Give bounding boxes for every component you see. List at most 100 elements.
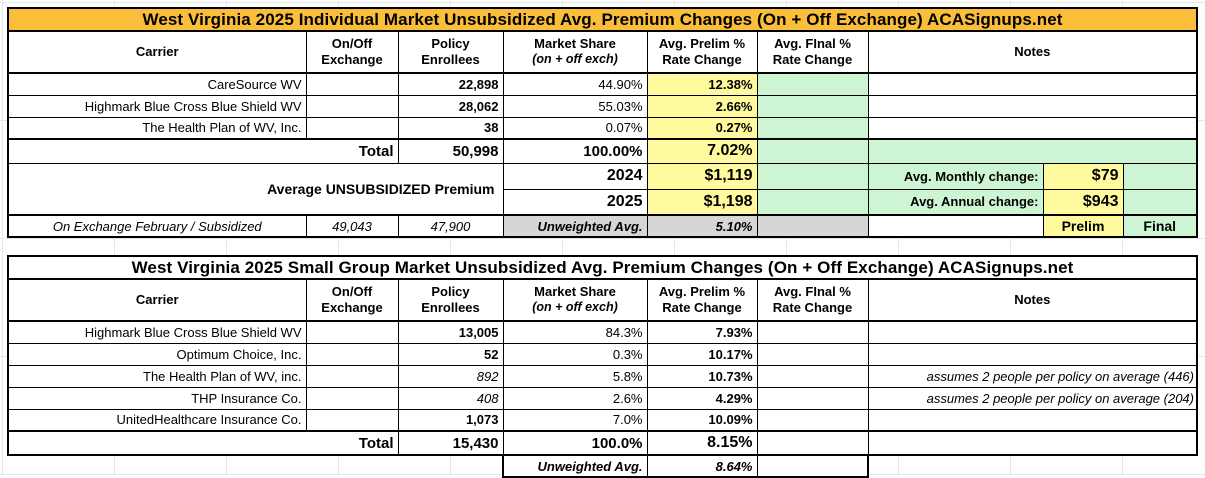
col-header-notes: Notes <box>867 30 1198 74</box>
share-cell: 44.90% <box>502 72 648 96</box>
table-row: Highmark Blue Cross Blue Shield WV 28,06… <box>7 94 1198 118</box>
col-header-enrollees: Policy Enrollees <box>397 278 504 322</box>
col-header-exchange: On/Off Exchange <box>305 30 399 74</box>
enrollees-cell: 1,073 <box>397 408 504 432</box>
subsidized-row: On Exchange February / Subsidized 49,043… <box>7 214 1198 238</box>
monthly-change-final <box>1122 162 1198 190</box>
total-notes <box>867 138 1198 164</box>
total-final <box>756 138 869 164</box>
table-row: The Health Plan of WV, inc. 892 5.8% 10.… <box>7 364 1198 388</box>
exchange-cell <box>305 72 399 96</box>
exchange-cell <box>305 364 399 388</box>
share-cell: 5.8% <box>502 364 648 388</box>
enrollees-cell: 28,062 <box>397 94 504 118</box>
share-cell: 55.03% <box>502 94 648 118</box>
prelim-cell: 10.17% <box>646 342 758 366</box>
total-enrollees: 50,998 <box>397 138 504 164</box>
unweighted-value: 8.64% <box>646 454 758 478</box>
notes-cell <box>867 320 1198 344</box>
table-title-row: West Virginia 2025 Small Group Market Un… <box>7 255 1198 280</box>
table-row: UnitedHealthcare Insurance Co. 1,073 7.0… <box>7 408 1198 432</box>
final-cell <box>756 94 869 118</box>
market-share-label: Market Share <box>534 284 616 300</box>
final-cell <box>756 188 869 216</box>
col-header-exchange: On/Off Exchange <box>305 278 399 322</box>
col-header-final: Avg. FInal % Rate Change <box>756 30 869 74</box>
premium-2025-value: $1,198 <box>646 188 758 216</box>
col-header-carrier: Carrier <box>7 30 307 74</box>
share-cell: 84.3% <box>502 320 648 344</box>
table-row: Optimum Choice, Inc. 52 0.3% 10.17% <box>7 342 1198 366</box>
individual-market-table: West Virginia 2025 Individual Market Uns… <box>7 7 1198 238</box>
total-enrollees: 15,430 <box>397 430 504 456</box>
carrier-cell: THP Insurance Co. <box>7 386 307 410</box>
share-cell: 0.3% <box>502 342 648 366</box>
premium-2024-row: Average UNSUBSIDIZED Premium 2024 $1,119… <box>7 162 1198 216</box>
enrollees-cell: 38 <box>397 116 504 140</box>
final-cell <box>756 320 869 344</box>
total-prelim: 8.15% <box>646 430 758 456</box>
total-notes <box>867 430 1198 456</box>
final-cell <box>756 364 869 388</box>
total-label: Total <box>7 430 399 456</box>
exchange-cell <box>305 94 399 118</box>
annual-change-value: $943 <box>1042 188 1124 216</box>
unweighted-spacer-right <box>868 455 1197 477</box>
subsidized-value-2: 47,900 <box>397 214 504 238</box>
col-header-notes: Notes <box>867 278 1198 322</box>
unweighted-final <box>756 454 869 478</box>
table-title: West Virginia 2025 Individual Market Uns… <box>7 7 1198 32</box>
column-header-row: Carrier On/Off Exchange Policy Enrollees… <box>7 30 1198 74</box>
carrier-cell: The Health Plan of WV, Inc. <box>7 116 307 140</box>
premium-2025-row: 2025 $1,198 Avg. Annual change: $943 <box>8 188 1198 216</box>
final-cell <box>756 116 869 140</box>
table-row: CareSource WV 22,898 44.90% 12.38% <box>7 72 1198 96</box>
exchange-cell <box>305 320 399 344</box>
unweighted-spacer-left <box>8 455 503 477</box>
exchange-cell <box>305 342 399 366</box>
annual-change-final <box>1122 188 1198 216</box>
total-row: Total 50,998 100.00% 7.02% <box>7 138 1198 164</box>
prelim-cell: 12.38% <box>646 72 758 96</box>
col-header-market-share: Market Share (on + off exch) <box>502 278 648 322</box>
monthly-change-value: $79 <box>1042 162 1124 190</box>
notes-spacer <box>867 214 1044 238</box>
exchange-cell <box>305 116 399 140</box>
col-header-prelim: Avg. Prelim % Rate Change <box>646 30 758 74</box>
carrier-cell: Optimum Choice, Inc. <box>7 342 307 366</box>
table-row: The Health Plan of WV, Inc. 38 0.07% 0.2… <box>7 116 1198 140</box>
share-cell: 7.0% <box>502 408 648 432</box>
monthly-change-label: Avg. Monthly change: <box>867 162 1044 190</box>
enrollees-cell: 892 <box>397 364 504 388</box>
table-row: THP Insurance Co. 408 2.6% 4.29% assumes… <box>7 386 1198 410</box>
small-group-market-table: West Virginia 2025 Small Group Market Un… <box>7 255 1198 478</box>
year-2025-cell: 2025 <box>502 188 648 216</box>
prelim-cell: 10.73% <box>646 364 758 388</box>
total-share: 100.00% <box>502 138 648 164</box>
prelim-cell: 2.66% <box>646 94 758 118</box>
col-header-market-share: Market Share (on + off exch) <box>502 30 648 74</box>
total-label: Total <box>7 138 399 164</box>
col-header-enrollees: Policy Enrollees <box>397 30 504 74</box>
table-title: West Virginia 2025 Small Group Market Un… <box>7 255 1198 280</box>
market-share-sublabel: (on + off exch) <box>532 300 618 315</box>
unweighted-label: Unweighted Avg. <box>502 214 648 238</box>
exchange-cell <box>305 408 399 432</box>
prelim-cell: 10.09% <box>646 408 758 432</box>
unweighted-row: Unweighted Avg. 8.64% <box>8 454 1197 478</box>
market-share-label: Market Share <box>534 36 616 52</box>
total-share: 100.0% <box>502 430 648 456</box>
market-share-sublabel: (on + off exch) <box>532 52 618 67</box>
subsidized-value-1: 49,043 <box>305 214 399 238</box>
share-cell: 0.07% <box>502 116 648 140</box>
table-row: Highmark Blue Cross Blue Shield WV 13,00… <box>7 320 1198 344</box>
share-cell: 2.6% <box>502 386 648 410</box>
prelim-legend-label: Prelim <box>1042 214 1124 238</box>
final-cell <box>756 386 869 410</box>
notes-cell <box>867 116 1198 140</box>
exchange-cell <box>305 386 399 410</box>
final-cell <box>756 72 869 96</box>
prelim-cell: 0.27% <box>646 116 758 140</box>
subsidized-label: On Exchange February / Subsidized <box>7 214 307 238</box>
enrollees-cell: 13,005 <box>397 320 504 344</box>
